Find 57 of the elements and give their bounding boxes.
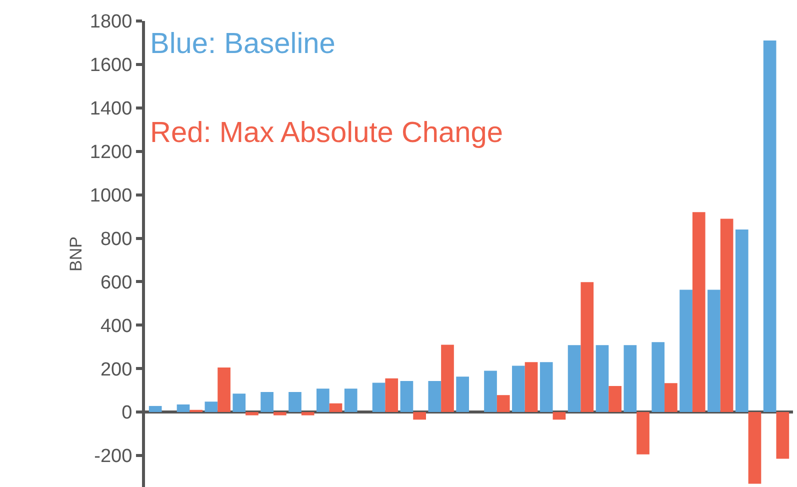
bar	[568, 345, 581, 412]
bar	[720, 218, 734, 412]
y-tick-label: 200	[100, 359, 132, 380]
bar	[708, 290, 720, 412]
bar	[288, 392, 302, 412]
bar	[636, 412, 650, 454]
bar	[329, 403, 342, 412]
y-tick-label: 1000	[90, 185, 132, 206]
y-tick-label: -200	[94, 446, 132, 468]
y-tick-label: 1200	[90, 142, 132, 163]
bar	[400, 380, 414, 412]
bar	[524, 362, 538, 412]
bar	[680, 290, 692, 412]
y-tick-label: 600	[100, 272, 132, 294]
annotation: Red: Max Absolute Change	[150, 117, 504, 149]
y-tick-label: 800	[100, 228, 132, 250]
bar	[316, 388, 330, 412]
bar	[763, 40, 776, 412]
bar	[413, 412, 426, 420]
bar	[176, 404, 190, 412]
bar	[372, 382, 386, 412]
bar	[484, 370, 497, 412]
bar	[148, 406, 162, 412]
bar	[428, 380, 442, 412]
bar	[624, 345, 637, 412]
bar	[596, 345, 609, 412]
bar	[232, 394, 246, 412]
bar	[273, 412, 286, 416]
bar	[496, 395, 510, 412]
bar	[301, 412, 314, 416]
bar	[260, 392, 274, 412]
bar	[512, 366, 525, 412]
bar	[652, 342, 665, 412]
bar	[692, 212, 706, 412]
annotation: Blue: Baseline	[150, 28, 336, 60]
bar	[246, 412, 258, 416]
bar	[385, 378, 398, 412]
bar	[735, 230, 748, 412]
bar	[580, 282, 594, 412]
y-tick-label: 0	[122, 402, 132, 424]
bar	[344, 388, 358, 412]
bar	[608, 386, 622, 412]
bar	[441, 344, 454, 412]
bar	[664, 383, 678, 412]
bar	[776, 412, 790, 459]
bar	[552, 412, 566, 420]
y-axis-title: BNP	[66, 236, 86, 272]
bar	[748, 412, 762, 484]
y-tick-label: 1600	[90, 55, 132, 76]
bar	[190, 410, 203, 412]
y-tick-label: 1800	[90, 12, 132, 33]
bar	[204, 402, 218, 412]
y-tick-label: 1400	[90, 98, 132, 120]
bar	[540, 362, 553, 412]
bar	[456, 376, 469, 412]
y-tick-label: 400	[100, 316, 132, 337]
bar	[218, 368, 230, 412]
